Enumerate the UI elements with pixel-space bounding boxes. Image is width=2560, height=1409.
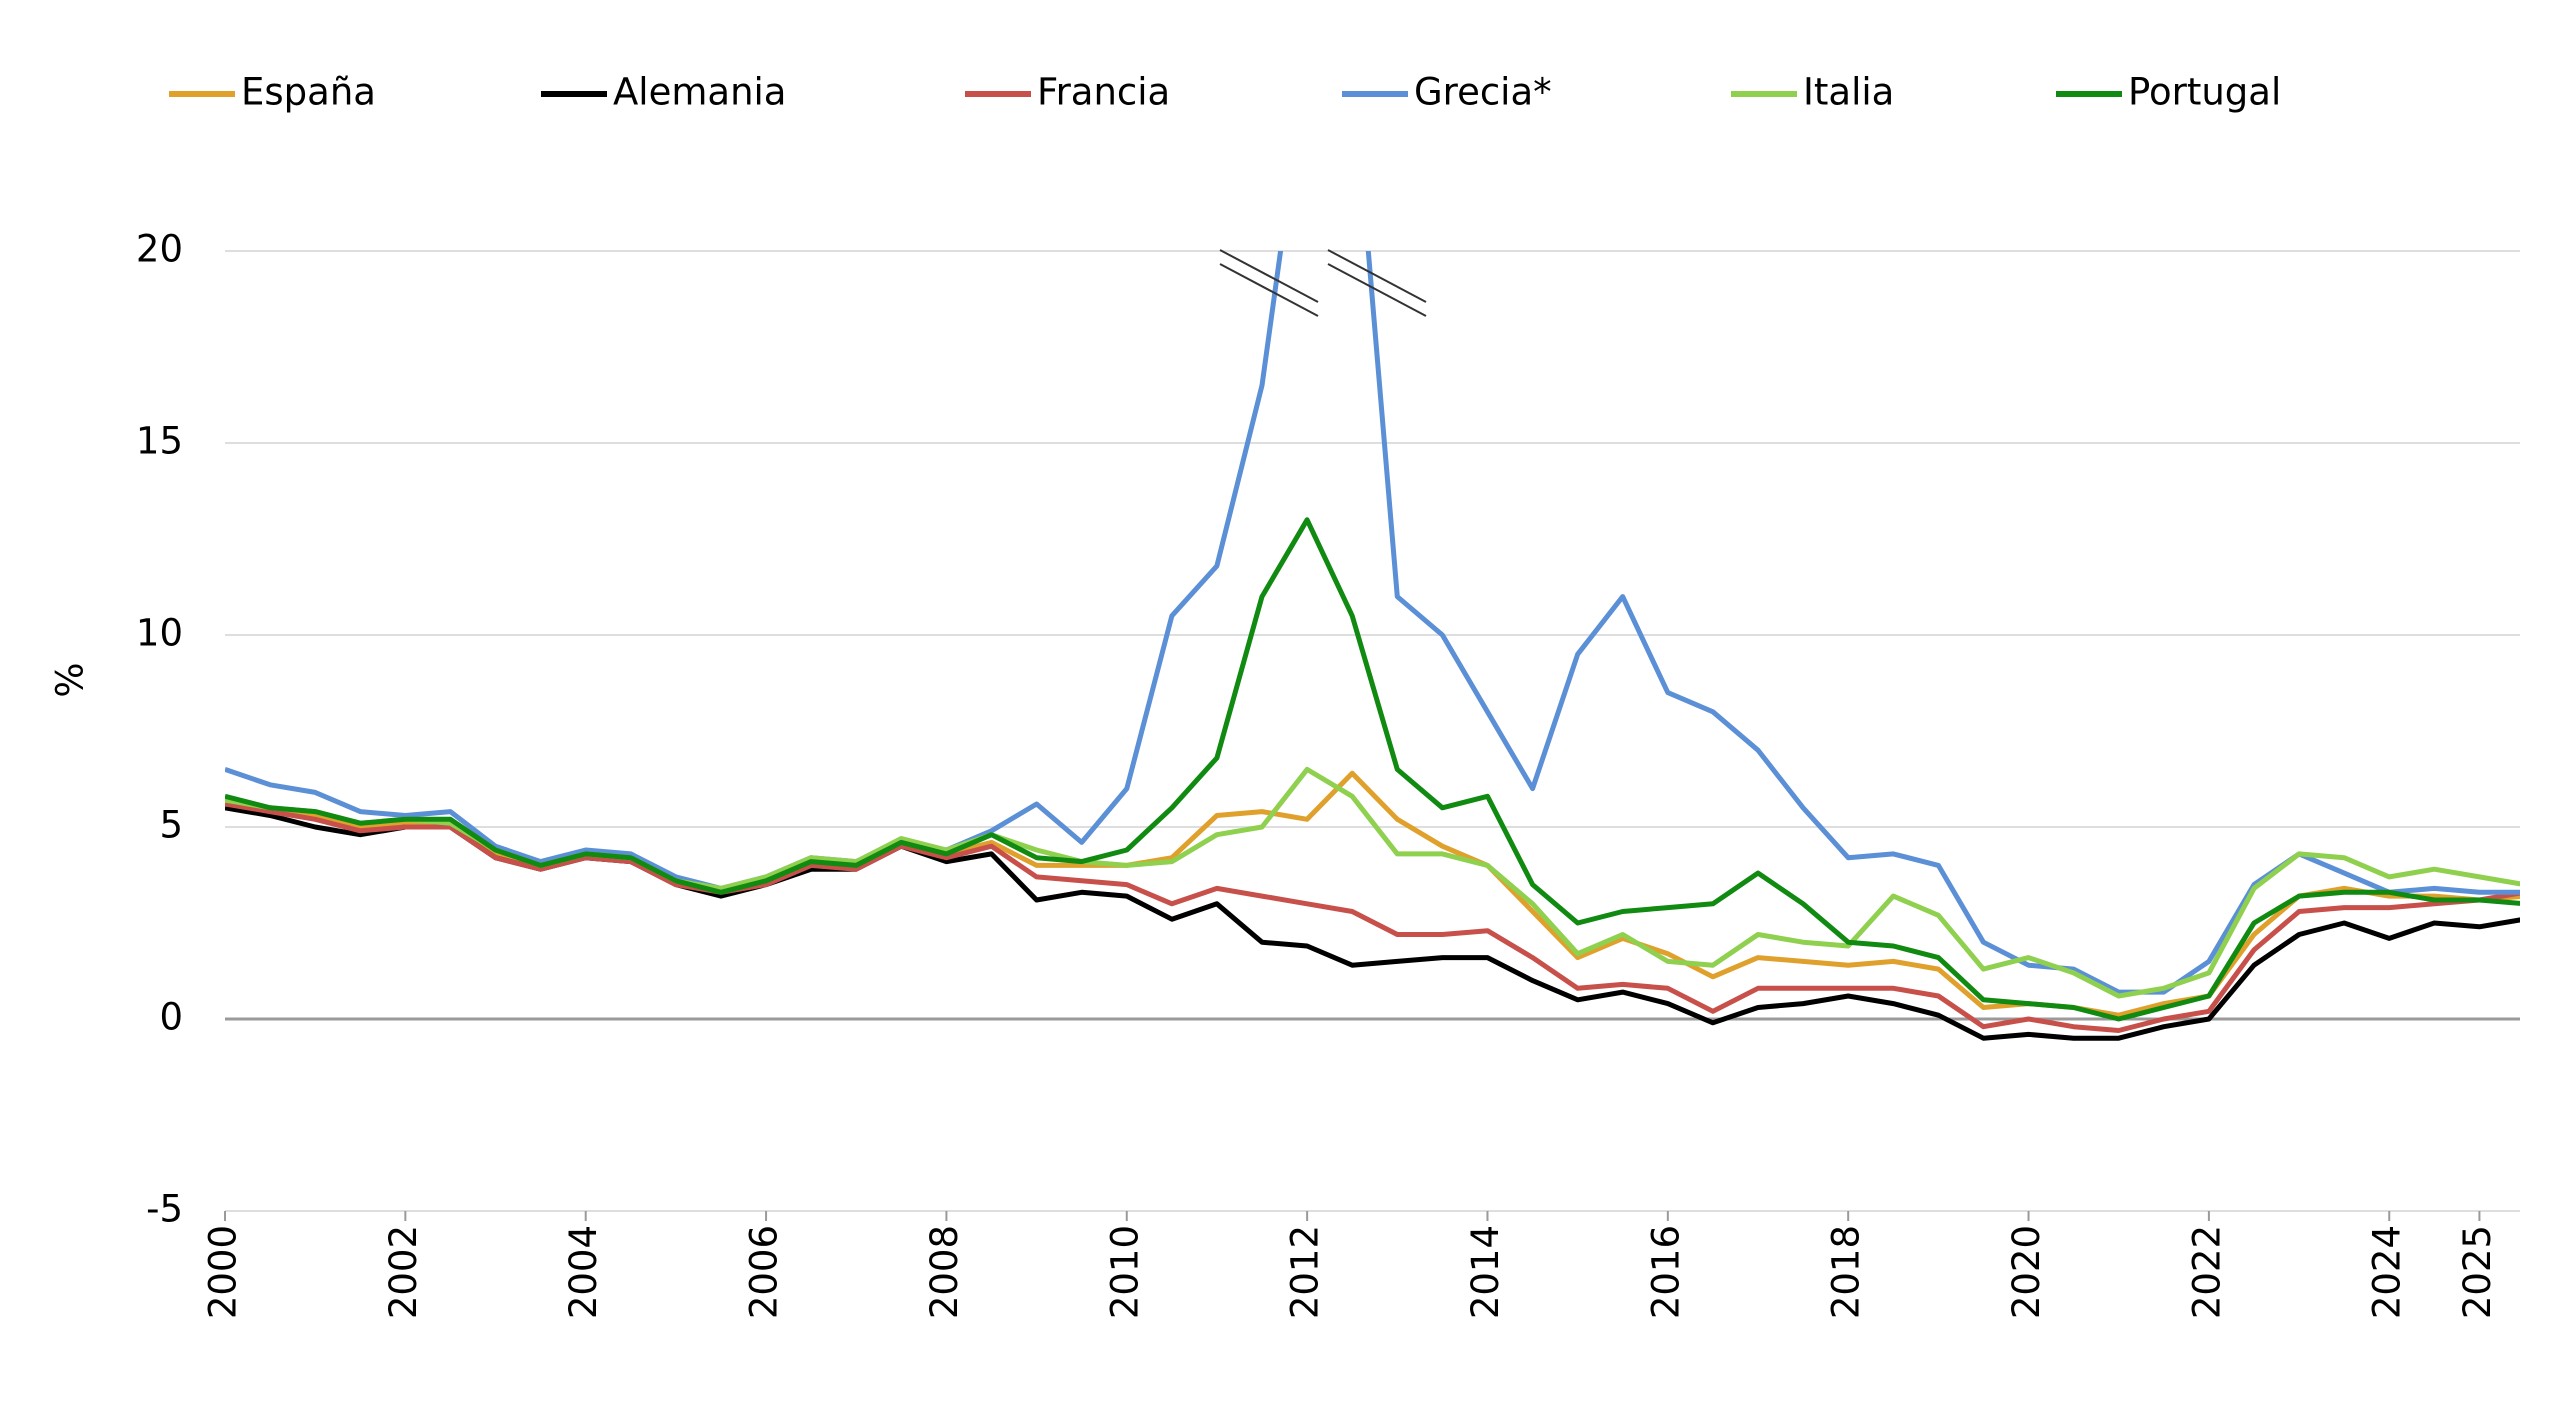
x-tick-label: 2010 [1103,1225,1146,1319]
x-tick-label: 2020 [2005,1225,2048,1319]
y-tick-label: 10 [136,612,183,655]
x-tick-label: 2008 [923,1225,966,1319]
plot-area [225,251,2520,1041]
legend-label: Grecia* [1414,71,1552,114]
grid [224,250,2520,1221]
legend-label: Alemania [613,71,786,114]
legend-label: Francia [1037,71,1170,114]
legend-label: Portugal [2128,71,2281,114]
break-mark [1219,249,1319,303]
break-mark [1327,249,1427,303]
series-line [225,251,2520,995]
x-tick-label: 2006 [743,1225,786,1319]
x-tick-label: 2012 [1284,1225,1327,1319]
break-mark [1327,263,1427,317]
series-line [225,517,2520,1022]
x-tick-label: 2004 [562,1225,605,1319]
break-mark [1219,263,1319,317]
x-tick-label: 2018 [1825,1225,1868,1319]
x-tick-label: 2025 [2456,1225,2499,1319]
x-tick-label: 2022 [2185,1225,2228,1319]
series-line [225,801,2520,1033]
x-tick-label: 2000 [202,1225,245,1319]
y-axis-label: % [49,662,92,697]
axis-break [1219,249,1427,317]
y-tick-label: 15 [136,420,183,463]
x-tick-label: 2024 [2366,1225,2409,1319]
x-tick-label: 2014 [1464,1225,1507,1319]
y-tick-label: 20 [136,228,183,271]
x-tick-label: 2002 [382,1225,425,1319]
y-tick-label: -5 [146,1188,183,1231]
legend-label: España [241,71,376,114]
legend-label: Italia [1803,71,1894,114]
x-tick-label: 2016 [1644,1225,1687,1319]
y-tick-label: 5 [159,804,183,847]
y-tick-label: 0 [159,996,183,1039]
